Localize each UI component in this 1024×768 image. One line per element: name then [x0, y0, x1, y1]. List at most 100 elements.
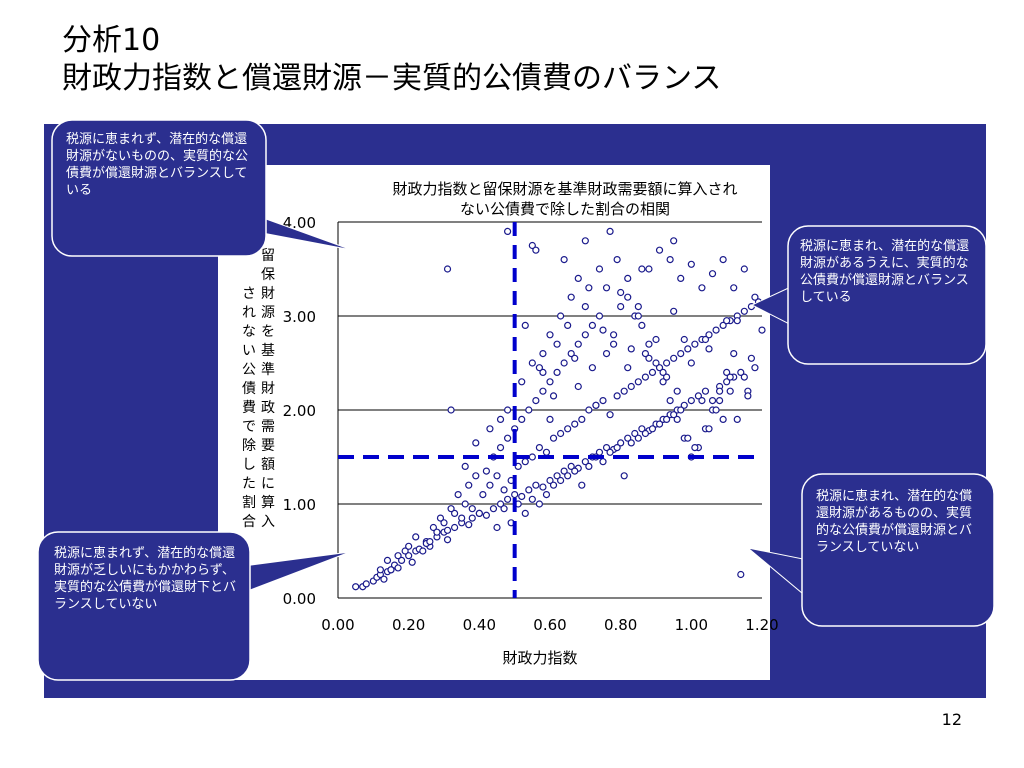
data-point — [539, 368, 547, 376]
data-point — [362, 580, 370, 588]
data-point — [528, 359, 536, 367]
data-point — [458, 514, 466, 522]
x-tick-label: 0.60 — [533, 616, 566, 634]
y-tick-label: 1.00 — [283, 496, 316, 514]
data-point — [758, 326, 766, 334]
data-point — [602, 284, 611, 292]
data-point — [627, 439, 635, 447]
x-tick-label: 1.00 — [675, 616, 708, 634]
data-point — [451, 523, 459, 532]
data-point — [705, 345, 713, 353]
data-point — [574, 274, 582, 282]
data-point — [588, 364, 597, 372]
callout-top-left — [51, 119, 267, 257]
data-point — [398, 556, 406, 565]
data-point — [606, 448, 614, 456]
data-point — [662, 415, 671, 423]
y-axis-label-char: 保 — [261, 267, 275, 283]
data-point — [500, 486, 508, 494]
data-point — [542, 448, 551, 456]
data-point — [539, 350, 547, 358]
data-point — [638, 265, 646, 273]
data-point — [609, 331, 618, 339]
data-points — [352, 227, 766, 591]
data-point — [684, 345, 692, 353]
data-point — [645, 340, 653, 348]
data-point — [624, 434, 632, 442]
data-point — [624, 364, 632, 372]
data-point — [624, 293, 632, 301]
data-point — [599, 397, 607, 405]
data-point — [496, 500, 505, 508]
data-point — [489, 505, 498, 513]
data-point — [549, 481, 558, 489]
data-point — [670, 237, 678, 245]
data-point — [617, 439, 625, 447]
data-point — [648, 425, 657, 433]
data-point — [652, 359, 660, 367]
data-point — [479, 491, 487, 499]
x-tick-label: 0.00 — [321, 616, 354, 634]
callout-bottom-right — [801, 473, 995, 627]
data-point — [751, 364, 759, 372]
data-point — [585, 406, 593, 414]
data-point — [634, 434, 642, 442]
data-point — [504, 495, 512, 503]
data-point — [677, 274, 685, 282]
data-point — [627, 382, 635, 391]
data-point — [571, 354, 579, 362]
data-point — [564, 425, 572, 433]
data-point — [691, 444, 699, 452]
data-point — [733, 415, 741, 423]
data-point — [574, 340, 582, 348]
data-point — [701, 387, 710, 395]
data-point — [564, 321, 572, 329]
x-tick-label: 1.20 — [745, 616, 778, 634]
data-point — [744, 392, 752, 400]
callout-text-bottom-right: 税源に恵まれ、潜在的な償還財源があるものの、実質的な公債費が償還財源とバランスし… — [816, 489, 973, 555]
data-point — [588, 321, 597, 329]
data-point — [715, 397, 724, 405]
data-point — [712, 326, 720, 334]
data-point — [394, 552, 402, 560]
data-point — [486, 425, 494, 433]
data-point — [659, 378, 667, 386]
y-axis-label-char: 源 — [261, 305, 275, 321]
data-point — [447, 505, 455, 513]
data-point — [719, 321, 727, 329]
callout-bottom-left — [37, 531, 251, 681]
data-point — [620, 472, 628, 480]
data-point — [624, 274, 632, 282]
data-point — [560, 467, 568, 475]
data-point — [553, 340, 561, 348]
data-point — [468, 505, 476, 513]
y-axis-label-char: 基 — [261, 342, 275, 359]
data-point — [574, 382, 582, 391]
x-tick-label: 0.20 — [392, 616, 425, 634]
data-point — [645, 265, 653, 273]
data-point — [641, 429, 650, 438]
data-point — [443, 265, 452, 273]
data-point — [670, 354, 678, 362]
data-point — [472, 439, 480, 447]
y-tick-label: 2.00 — [283, 402, 316, 420]
y-axis-label-char: た — [242, 476, 256, 492]
y-axis-label-char: 準 — [261, 362, 275, 378]
x-tick-label: 0.40 — [463, 616, 496, 634]
data-point — [606, 411, 614, 419]
y-axis-label-char: な — [242, 324, 256, 340]
data-point — [482, 511, 490, 519]
data-point — [443, 536, 452, 544]
data-point — [451, 509, 459, 518]
y-axis-label-char: 合 — [242, 514, 256, 530]
data-point — [684, 434, 692, 442]
data-point — [440, 519, 448, 527]
data-point — [638, 321, 646, 329]
data-point — [521, 509, 529, 518]
data-point — [472, 472, 480, 480]
data-point — [426, 537, 434, 546]
data-point — [698, 284, 706, 292]
data-point — [705, 425, 713, 433]
y-axis-label-char: し — [242, 457, 256, 473]
